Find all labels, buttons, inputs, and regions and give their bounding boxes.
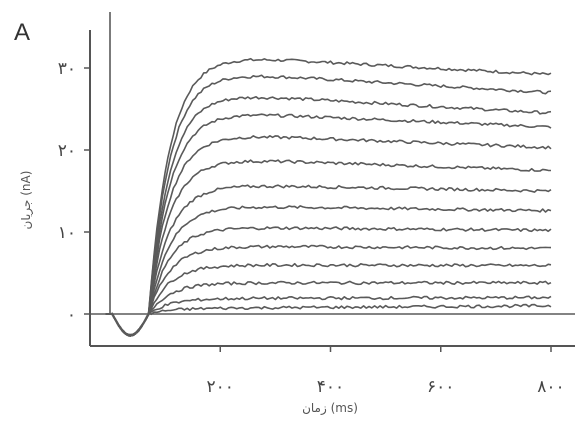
x-ticks: ۲۰۰ ۴۰۰ ۶۰۰ ۸۰۰ (207, 346, 565, 397)
y-ticks: ۰ ۱۰ ۲۰ ۳۰ (58, 59, 90, 325)
x-tick-label: ۴۰۰ (317, 377, 344, 397)
current-trace (105, 184, 552, 336)
y-tick-label: ۲۰ (58, 141, 76, 161)
y-tick-label: ۳۰ (58, 59, 76, 79)
x-tick-label: ۲۰۰ (207, 377, 234, 397)
current-trace (105, 226, 552, 337)
current-trace (105, 57, 552, 337)
y-tick-label: ۱۰ (58, 223, 76, 243)
y-axis-label: جریان (nA) (19, 171, 34, 230)
x-tick-label: ۸۰۰ (537, 377, 564, 397)
trace-group (90, 12, 575, 337)
current-trace (105, 113, 552, 336)
y-tick-label: ۰ (67, 305, 76, 325)
current-trace (105, 96, 552, 337)
current-trace (105, 295, 552, 337)
current-trace (105, 135, 552, 337)
x-tick-label: ۶۰۰ (427, 377, 454, 397)
current-trace (105, 244, 552, 337)
current-trace (105, 74, 552, 337)
x-axis-label: زمان (ms) (302, 401, 358, 416)
current-trace (105, 303, 552, 337)
current-trace (105, 262, 552, 337)
current-trace (105, 159, 552, 337)
current-trace (105, 205, 552, 337)
current-trace (105, 280, 552, 337)
panel-label: A (14, 19, 30, 46)
